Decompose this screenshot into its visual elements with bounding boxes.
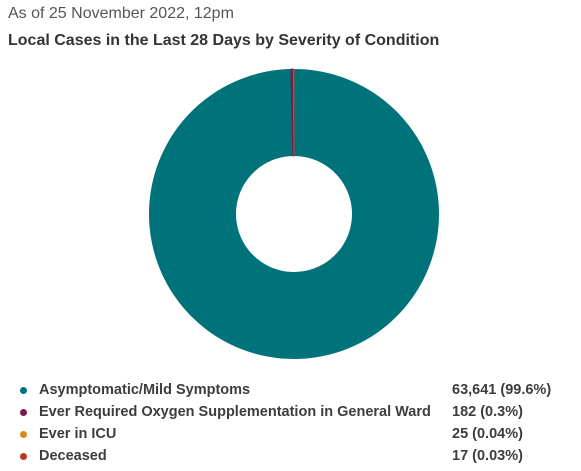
legend-item-icu[interactable]: Ever in ICU 25 (0.04%) bbox=[20, 424, 575, 446]
legend-item-asymptomatic[interactable]: Asymptomatic/Mild Symptoms 63,641 (99.6%… bbox=[20, 380, 575, 402]
donut-chart bbox=[148, 68, 440, 359]
legend-label: Ever in ICU bbox=[39, 426, 117, 442]
pie-slice-0[interactable] bbox=[148, 69, 440, 359]
legend-label: Ever Required Oxygen Supplementation in … bbox=[39, 404, 431, 420]
chart-subtitle: As of 25 November 2022, 12pm bbox=[8, 5, 234, 22]
legend-value: 25 (0.04%) bbox=[452, 426, 523, 442]
legend-swatch bbox=[20, 431, 27, 438]
chart-title: Local Cases in the Last 28 Days by Sever… bbox=[8, 32, 440, 49]
legend-swatch bbox=[20, 387, 27, 394]
legend-item-deceased[interactable]: Deceased 17 (0.03%) bbox=[20, 446, 575, 468]
legend-value: 17 (0.03%) bbox=[452, 448, 523, 464]
legend-swatch bbox=[20, 453, 27, 460]
chart-legend: Asymptomatic/Mild Symptoms 63,641 (99.6%… bbox=[20, 380, 575, 468]
legend-label: Asymptomatic/Mild Symptoms bbox=[39, 382, 251, 398]
legend-label: Deceased bbox=[39, 448, 107, 464]
legend-item-oxygen[interactable]: Ever Required Oxygen Supplementation in … bbox=[20, 402, 575, 424]
legend-value: 182 (0.3%) bbox=[452, 404, 523, 420]
legend-swatch bbox=[20, 409, 27, 416]
legend-value: 63,641 (99.6%) bbox=[452, 382, 552, 398]
